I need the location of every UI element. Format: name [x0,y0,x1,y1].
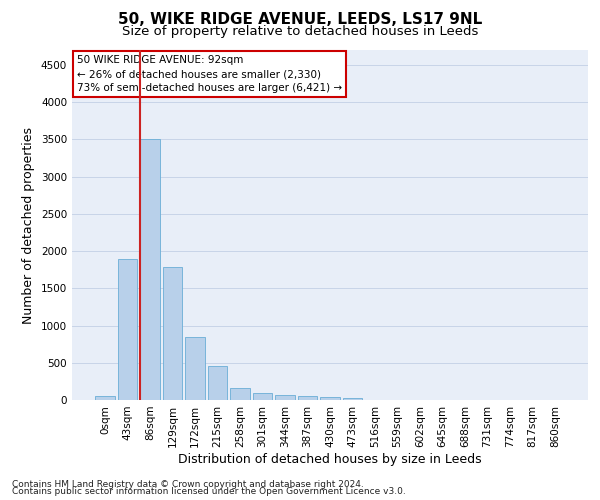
Bar [185,338,205,400]
Text: Contains HM Land Registry data © Crown copyright and database right 2024.: Contains HM Land Registry data © Crown c… [12,480,364,489]
X-axis label: Distribution of detached houses by size in Leeds: Distribution of detached houses by size … [178,452,482,466]
Bar [275,395,295,400]
Bar [230,388,250,400]
Bar [298,396,317,400]
Text: 50, WIKE RIDGE AVENUE, LEEDS, LS17 9NL: 50, WIKE RIDGE AVENUE, LEEDS, LS17 9NL [118,12,482,28]
Text: 50 WIKE RIDGE AVENUE: 92sqm
← 26% of detached houses are smaller (2,330)
73% of : 50 WIKE RIDGE AVENUE: 92sqm ← 26% of det… [77,56,342,94]
Bar [208,366,227,400]
Bar [118,258,137,400]
Bar [95,396,115,400]
Bar [163,268,182,400]
Text: Contains public sector information licensed under the Open Government Licence v3: Contains public sector information licen… [12,488,406,496]
Bar [343,398,362,400]
Y-axis label: Number of detached properties: Number of detached properties [22,126,35,324]
Bar [140,140,160,400]
Bar [320,397,340,400]
Text: Size of property relative to detached houses in Leeds: Size of property relative to detached ho… [122,25,478,38]
Bar [253,392,272,400]
